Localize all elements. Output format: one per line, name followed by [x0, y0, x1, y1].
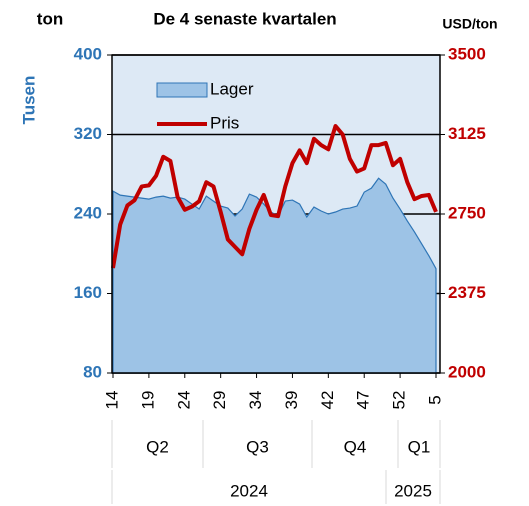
y-tick-label: 320 [74, 124, 102, 143]
y-tick-label: 400 [74, 44, 102, 63]
y-unit: ton [37, 9, 63, 28]
x-tick-label: 14 [102, 391, 121, 410]
year-label: 2024 [230, 481, 268, 500]
chart-title: De 4 senaste kvartalen [153, 9, 336, 28]
y2-unit: USD/ton [442, 16, 497, 32]
x-tick-label: 5 [425, 395, 444, 404]
legend-swatch [156, 82, 208, 98]
y2-tick-label: 2750 [448, 203, 486, 222]
y-tick-label: 160 [74, 283, 102, 302]
year-label: 2025 [394, 481, 432, 500]
y2-tick-label: 3500 [448, 44, 486, 63]
quarter-label: Q3 [246, 437, 269, 456]
x-tick-label: 52 [390, 391, 409, 410]
y2-tick-label: 3125 [448, 124, 486, 143]
legend-label: Pris [210, 113, 239, 132]
quarter-label: Q4 [344, 437, 367, 456]
x-tick-label: 42 [318, 391, 337, 410]
y2-tick-label: 2000 [448, 362, 486, 381]
quarter-label: Q2 [146, 437, 169, 456]
y2-tick-label: 2375 [448, 283, 486, 302]
y-tick-label: 80 [83, 362, 102, 381]
line [111, 124, 438, 269]
plot-frame [111, 54, 441, 374]
legend-label: Lager [210, 79, 254, 98]
x-tick-label: 29 [210, 391, 229, 410]
y-tick-label: 240 [74, 203, 102, 222]
x-tick-label: 19 [138, 391, 157, 410]
x-tick-label: 47 [354, 391, 373, 410]
x-tick-label: 24 [174, 391, 193, 410]
quarter-label: Q1 [408, 437, 431, 456]
x-tick-label: 34 [246, 391, 265, 410]
y-label: Tusen [19, 76, 38, 125]
x-tick-label: 39 [282, 391, 301, 410]
